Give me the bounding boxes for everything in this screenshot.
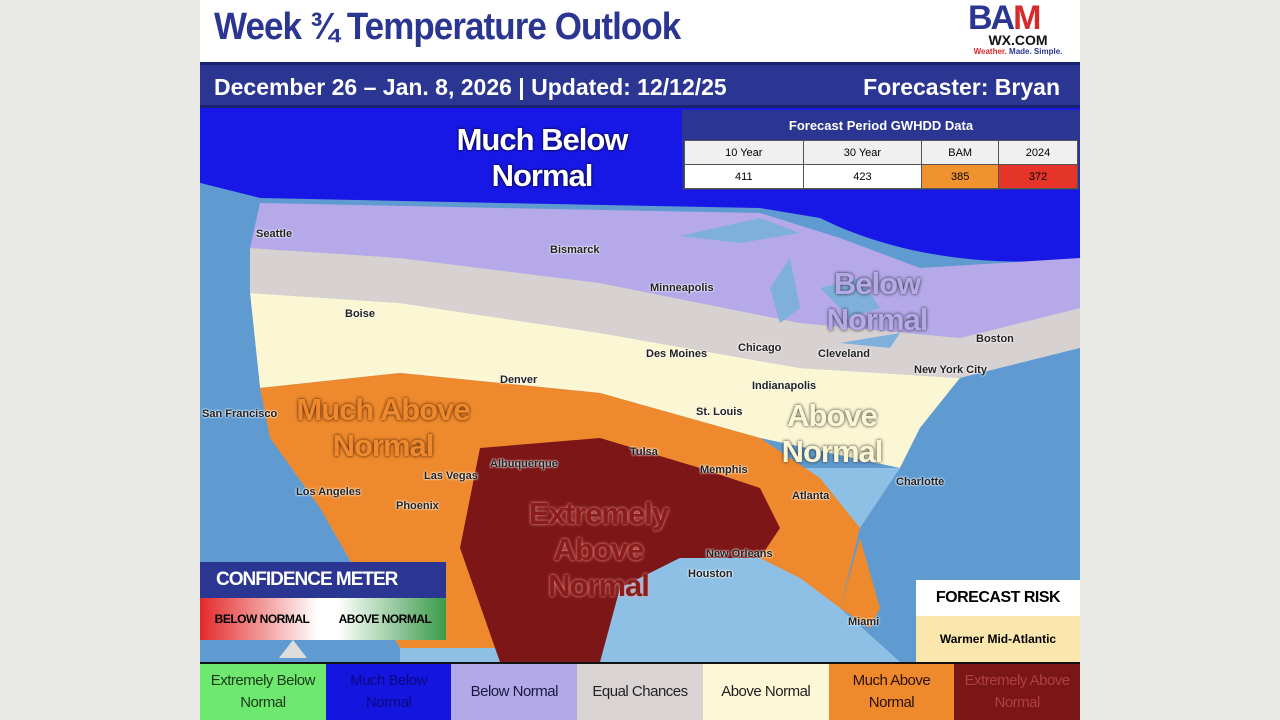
- gwhdd-col: 10 Year: [684, 140, 804, 165]
- forecast-risk-title: FORECAST RISK: [935, 589, 1061, 606]
- city-label: Memphis: [700, 464, 748, 476]
- city-label: Chicago: [738, 342, 782, 354]
- gwhdd-col: BAM: [921, 140, 1000, 165]
- color-legend: Extremely Below Normal Much Below Normal…: [200, 662, 1080, 720]
- city-label: Phoenix: [396, 500, 439, 512]
- gwhdd-col: 2024: [998, 140, 1078, 165]
- city-label: Los Angeles: [296, 486, 361, 498]
- confidence-pointer-icon: [279, 640, 308, 658]
- city-label: New Orleans: [706, 548, 773, 560]
- legend-item: Extremely Above Normal: [954, 664, 1080, 720]
- legend-item: Much Above Normal: [828, 664, 955, 720]
- city-label: Miami: [848, 616, 880, 628]
- city-label: Houston: [688, 568, 733, 580]
- legend-item: Extremely Below Normal: [200, 664, 326, 720]
- page-title: Week ¾ Temperature Outlook: [214, 6, 681, 48]
- city-label: Atlanta: [792, 490, 830, 502]
- region-extremely-above: Extremely Above Normal: [528, 496, 669, 603]
- gwhdd-value: 385: [921, 164, 1000, 189]
- confidence-title: CONFIDENCE METER: [200, 562, 446, 598]
- legend-item: Above Normal: [702, 664, 829, 720]
- city-label: St. Louis: [696, 406, 743, 418]
- gwhdd-table: Forecast Period GWHDD Data 10 Year 30 Ye…: [682, 110, 1080, 190]
- confidence-gradient: BELOW NORMAL ABOVE NORMAL: [200, 598, 446, 640]
- forecaster: Forecaster: Bryan: [863, 74, 1060, 100]
- city-label: Las Vegas: [424, 470, 478, 482]
- city-label: Minneapolis: [650, 282, 714, 294]
- city-label: Albuquerque: [490, 458, 558, 470]
- city-label: New York City: [914, 364, 987, 376]
- temperature-map: Much Below Normal Below Normal Much Abov…: [200, 108, 1080, 662]
- city-label: Denver: [500, 374, 538, 386]
- bam-logo: BAM WX.COM Weather. Made. Simple.: [968, 0, 1063, 56]
- city-label: Indianapolis: [752, 380, 817, 392]
- city-label: Des Moines: [646, 348, 708, 360]
- gwhdd-title: Forecast Period GWHDD Data: [684, 112, 1078, 140]
- city-label: Charlotte: [896, 476, 945, 488]
- region-below: Below Normal: [826, 266, 929, 337]
- city-label: Boise: [345, 308, 375, 320]
- confidence-right: ABOVE NORMAL: [338, 612, 432, 626]
- gwhdd-value: 423: [802, 164, 923, 189]
- region-much-above: Much Above Normal: [296, 392, 470, 463]
- forecast-risk: FORECAST RISK Warmer Mid-Atlantic: [916, 580, 1080, 662]
- gwhdd-col: 30 Year: [802, 140, 923, 165]
- city-label: Tulsa: [630, 446, 658, 458]
- confidence-meter: CONFIDENCE METER BELOW NORMAL ABOVE NORM…: [200, 562, 446, 658]
- region-above: Above Normal: [781, 398, 884, 469]
- gwhdd-value: 372: [998, 164, 1078, 189]
- forecast-risk-value: Warmer Mid-Atlantic: [916, 616, 1080, 662]
- legend-item: Much Below Normal: [325, 664, 452, 720]
- city-label: Cleveland: [818, 348, 870, 360]
- gwhdd-value: 411: [684, 164, 804, 189]
- legend-item: Equal Chances: [577, 664, 703, 720]
- city-label: Seattle: [256, 228, 293, 240]
- city-label: Bismarck: [550, 244, 600, 256]
- region-much-below: Much Below Normal: [456, 122, 629, 193]
- outlook-panel: Week ¾ Temperature Outlook BAM WX.COM We…: [200, 0, 1080, 720]
- header-bar: December 26 – Jan. 8, 2026 | Updated: 12…: [200, 62, 1080, 108]
- forecast-period: December 26 – Jan. 8, 2026 | Updated: 12…: [214, 74, 727, 100]
- city-label: Boston: [976, 333, 1014, 345]
- confidence-left: BELOW NORMAL: [214, 612, 310, 626]
- city-label: San Francisco: [202, 408, 278, 420]
- legend-item: Below Normal: [451, 664, 578, 720]
